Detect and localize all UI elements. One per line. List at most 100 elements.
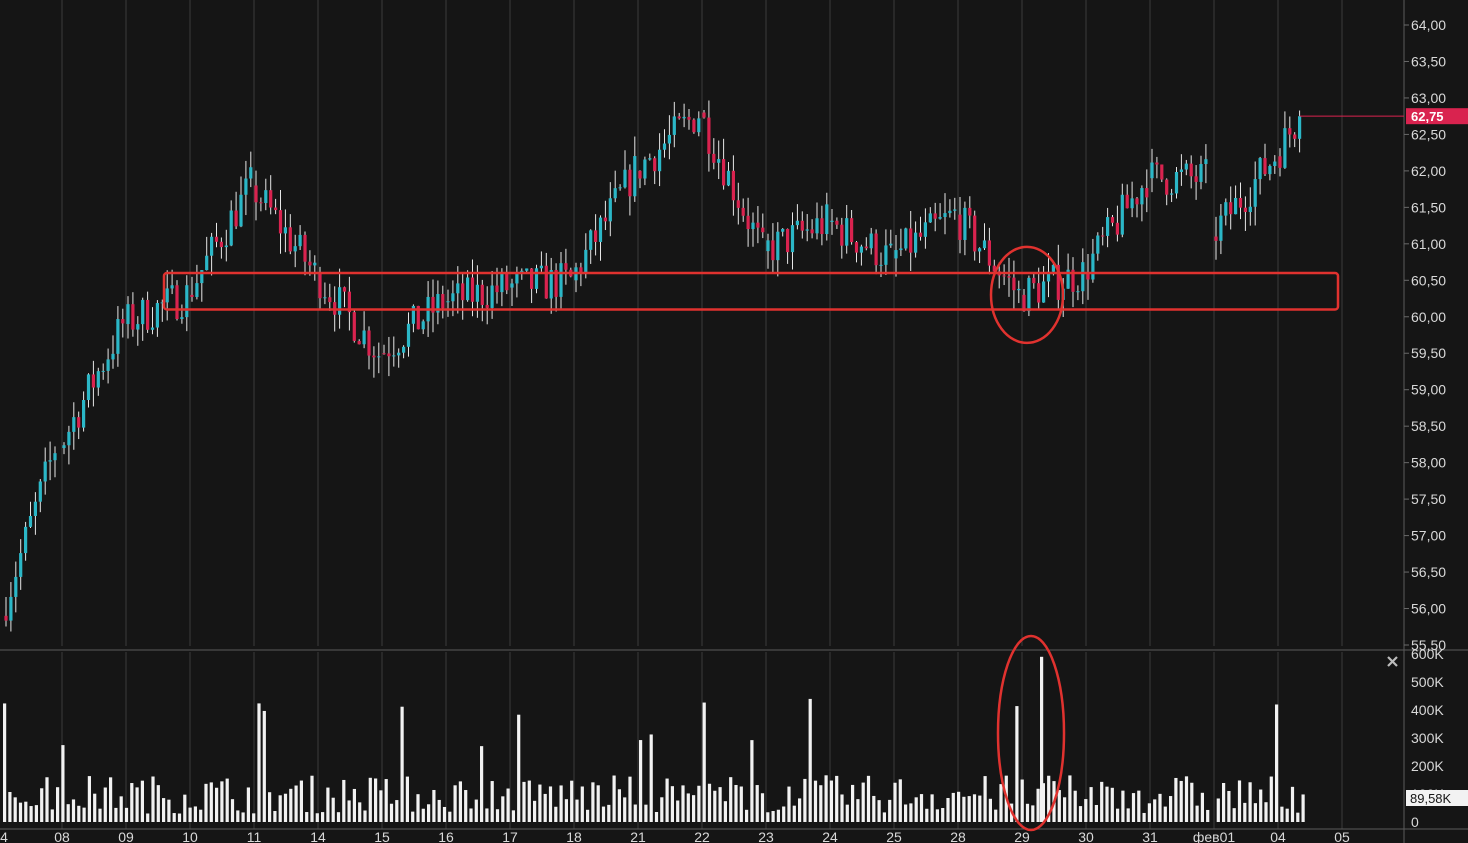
candle (1179, 154, 1183, 186)
volume-bar (1259, 789, 1263, 822)
candle (214, 222, 219, 248)
volume-bar (400, 706, 404, 822)
candle (928, 207, 932, 223)
volume-bar (135, 787, 139, 822)
candle (825, 192, 829, 241)
candle (884, 229, 888, 275)
volume-bar (994, 809, 998, 822)
price-tick-label: 59,50 (1411, 345, 1446, 361)
volume-bar (665, 778, 669, 822)
candle (618, 184, 622, 191)
candle (1002, 264, 1006, 286)
time-tick-label: 21 (630, 829, 646, 843)
candle (33, 492, 37, 535)
candle (19, 539, 23, 590)
volume-bar (495, 809, 500, 822)
volume-bar (988, 798, 992, 822)
candle (1081, 248, 1085, 305)
candle (1046, 253, 1051, 298)
candle (726, 162, 731, 187)
volume-bar (24, 801, 28, 822)
candle (1071, 257, 1075, 308)
volume-bar (967, 796, 971, 822)
candle (1076, 285, 1080, 301)
candle (431, 279, 435, 333)
candle (584, 233, 588, 279)
volume-bar (188, 807, 192, 822)
candle (86, 373, 91, 408)
time-tick-label: 25 (886, 829, 902, 843)
candle (126, 296, 130, 339)
candle (554, 263, 558, 312)
volume-bar (548, 786, 553, 822)
candle (1150, 148, 1154, 193)
candle (667, 115, 671, 160)
candle (1135, 197, 1139, 218)
volume-bar (1131, 793, 1136, 822)
time-tick-label: 09 (118, 829, 134, 843)
volume-bar (109, 777, 113, 822)
candle (205, 236, 209, 271)
candle (160, 299, 164, 322)
volume-bar (1206, 809, 1210, 822)
candle (406, 312, 411, 357)
candle (190, 276, 194, 302)
candle (544, 252, 548, 299)
candle (367, 326, 371, 370)
volume-bar (1116, 808, 1120, 822)
candle (677, 112, 681, 120)
candle (918, 216, 923, 241)
volume-bar (193, 806, 197, 822)
volume-bar (925, 808, 929, 822)
volume-bar (305, 812, 309, 822)
candle (1032, 273, 1036, 289)
candle (362, 311, 366, 349)
volume-bar (29, 806, 33, 822)
volume-bar (1015, 706, 1019, 822)
candles-layer (4, 100, 1404, 632)
candle (387, 336, 391, 377)
volume-bar (1025, 803, 1030, 822)
volume-bar (130, 783, 134, 822)
volume-bar (1290, 786, 1295, 822)
candle (899, 228, 903, 257)
volume-bar (999, 784, 1003, 822)
candle (800, 211, 804, 239)
volume-bar (416, 794, 420, 822)
candle (1007, 257, 1011, 297)
volume-bar (241, 812, 245, 822)
candle (397, 348, 401, 368)
volume-bar (183, 794, 187, 822)
volume-bar (782, 806, 786, 822)
volume-bar (639, 740, 643, 822)
volume-bar (331, 797, 335, 822)
candle (461, 273, 465, 320)
price-tick-label: 56,00 (1411, 601, 1446, 617)
candle (874, 229, 878, 275)
volume-bar (469, 808, 473, 822)
candle (1194, 165, 1198, 200)
candle (470, 259, 475, 317)
volume-bar (82, 807, 86, 822)
candle (141, 297, 145, 341)
close-panel-icon[interactable] (1387, 656, 1398, 667)
volume-bar (289, 788, 293, 822)
volume-bar (1237, 780, 1242, 822)
volume-bar (819, 785, 823, 822)
volume-bar (321, 812, 325, 822)
volume-bar (670, 786, 674, 822)
volume-bar (840, 794, 844, 822)
candle (254, 170, 258, 221)
volume-bar (199, 809, 203, 822)
candle (1268, 164, 1272, 181)
candle (116, 306, 120, 367)
candle (963, 201, 967, 256)
candle (1204, 144, 1208, 184)
candle (968, 196, 972, 229)
volume-bar (914, 797, 918, 822)
candle (1012, 260, 1016, 311)
volume-bar (384, 779, 388, 822)
candle (505, 265, 509, 295)
volume-bar (750, 740, 754, 822)
volume-bar (644, 804, 648, 822)
